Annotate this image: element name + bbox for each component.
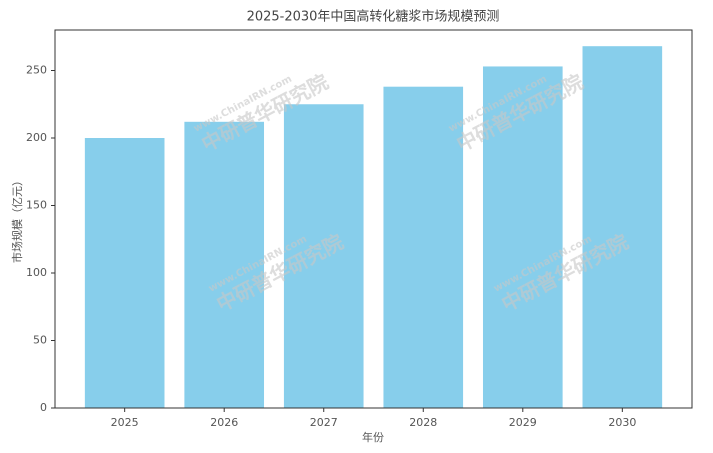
plot-frame [54,29,693,409]
y-tick-label: 50 [33,334,47,347]
y-tick-label: 150 [26,199,47,212]
x-tick-label: 2030 [608,416,636,429]
bar [482,66,563,408]
y-tick-label: 100 [26,266,47,279]
chart-title: 2025-2030年中国高转化糖浆市场规模预测 [247,9,500,25]
bar [383,86,464,408]
x-tick-label: 2027 [310,416,338,429]
bar [283,104,364,408]
x-tick-label: 2029 [509,416,537,429]
y-tick-label: 0 [40,401,47,414]
x-tick-label: 2028 [409,416,437,429]
bar [184,121,265,409]
y-axis-label: 市场规模（亿元） [10,175,24,263]
y-tick-label: 200 [26,131,47,144]
x-tick-label: 2025 [111,416,139,429]
y-tick-label: 250 [26,64,47,77]
x-tick-label: 2026 [210,416,238,429]
bar [84,138,165,408]
bar [582,46,663,408]
x-axis-label: 年份 [362,430,384,444]
